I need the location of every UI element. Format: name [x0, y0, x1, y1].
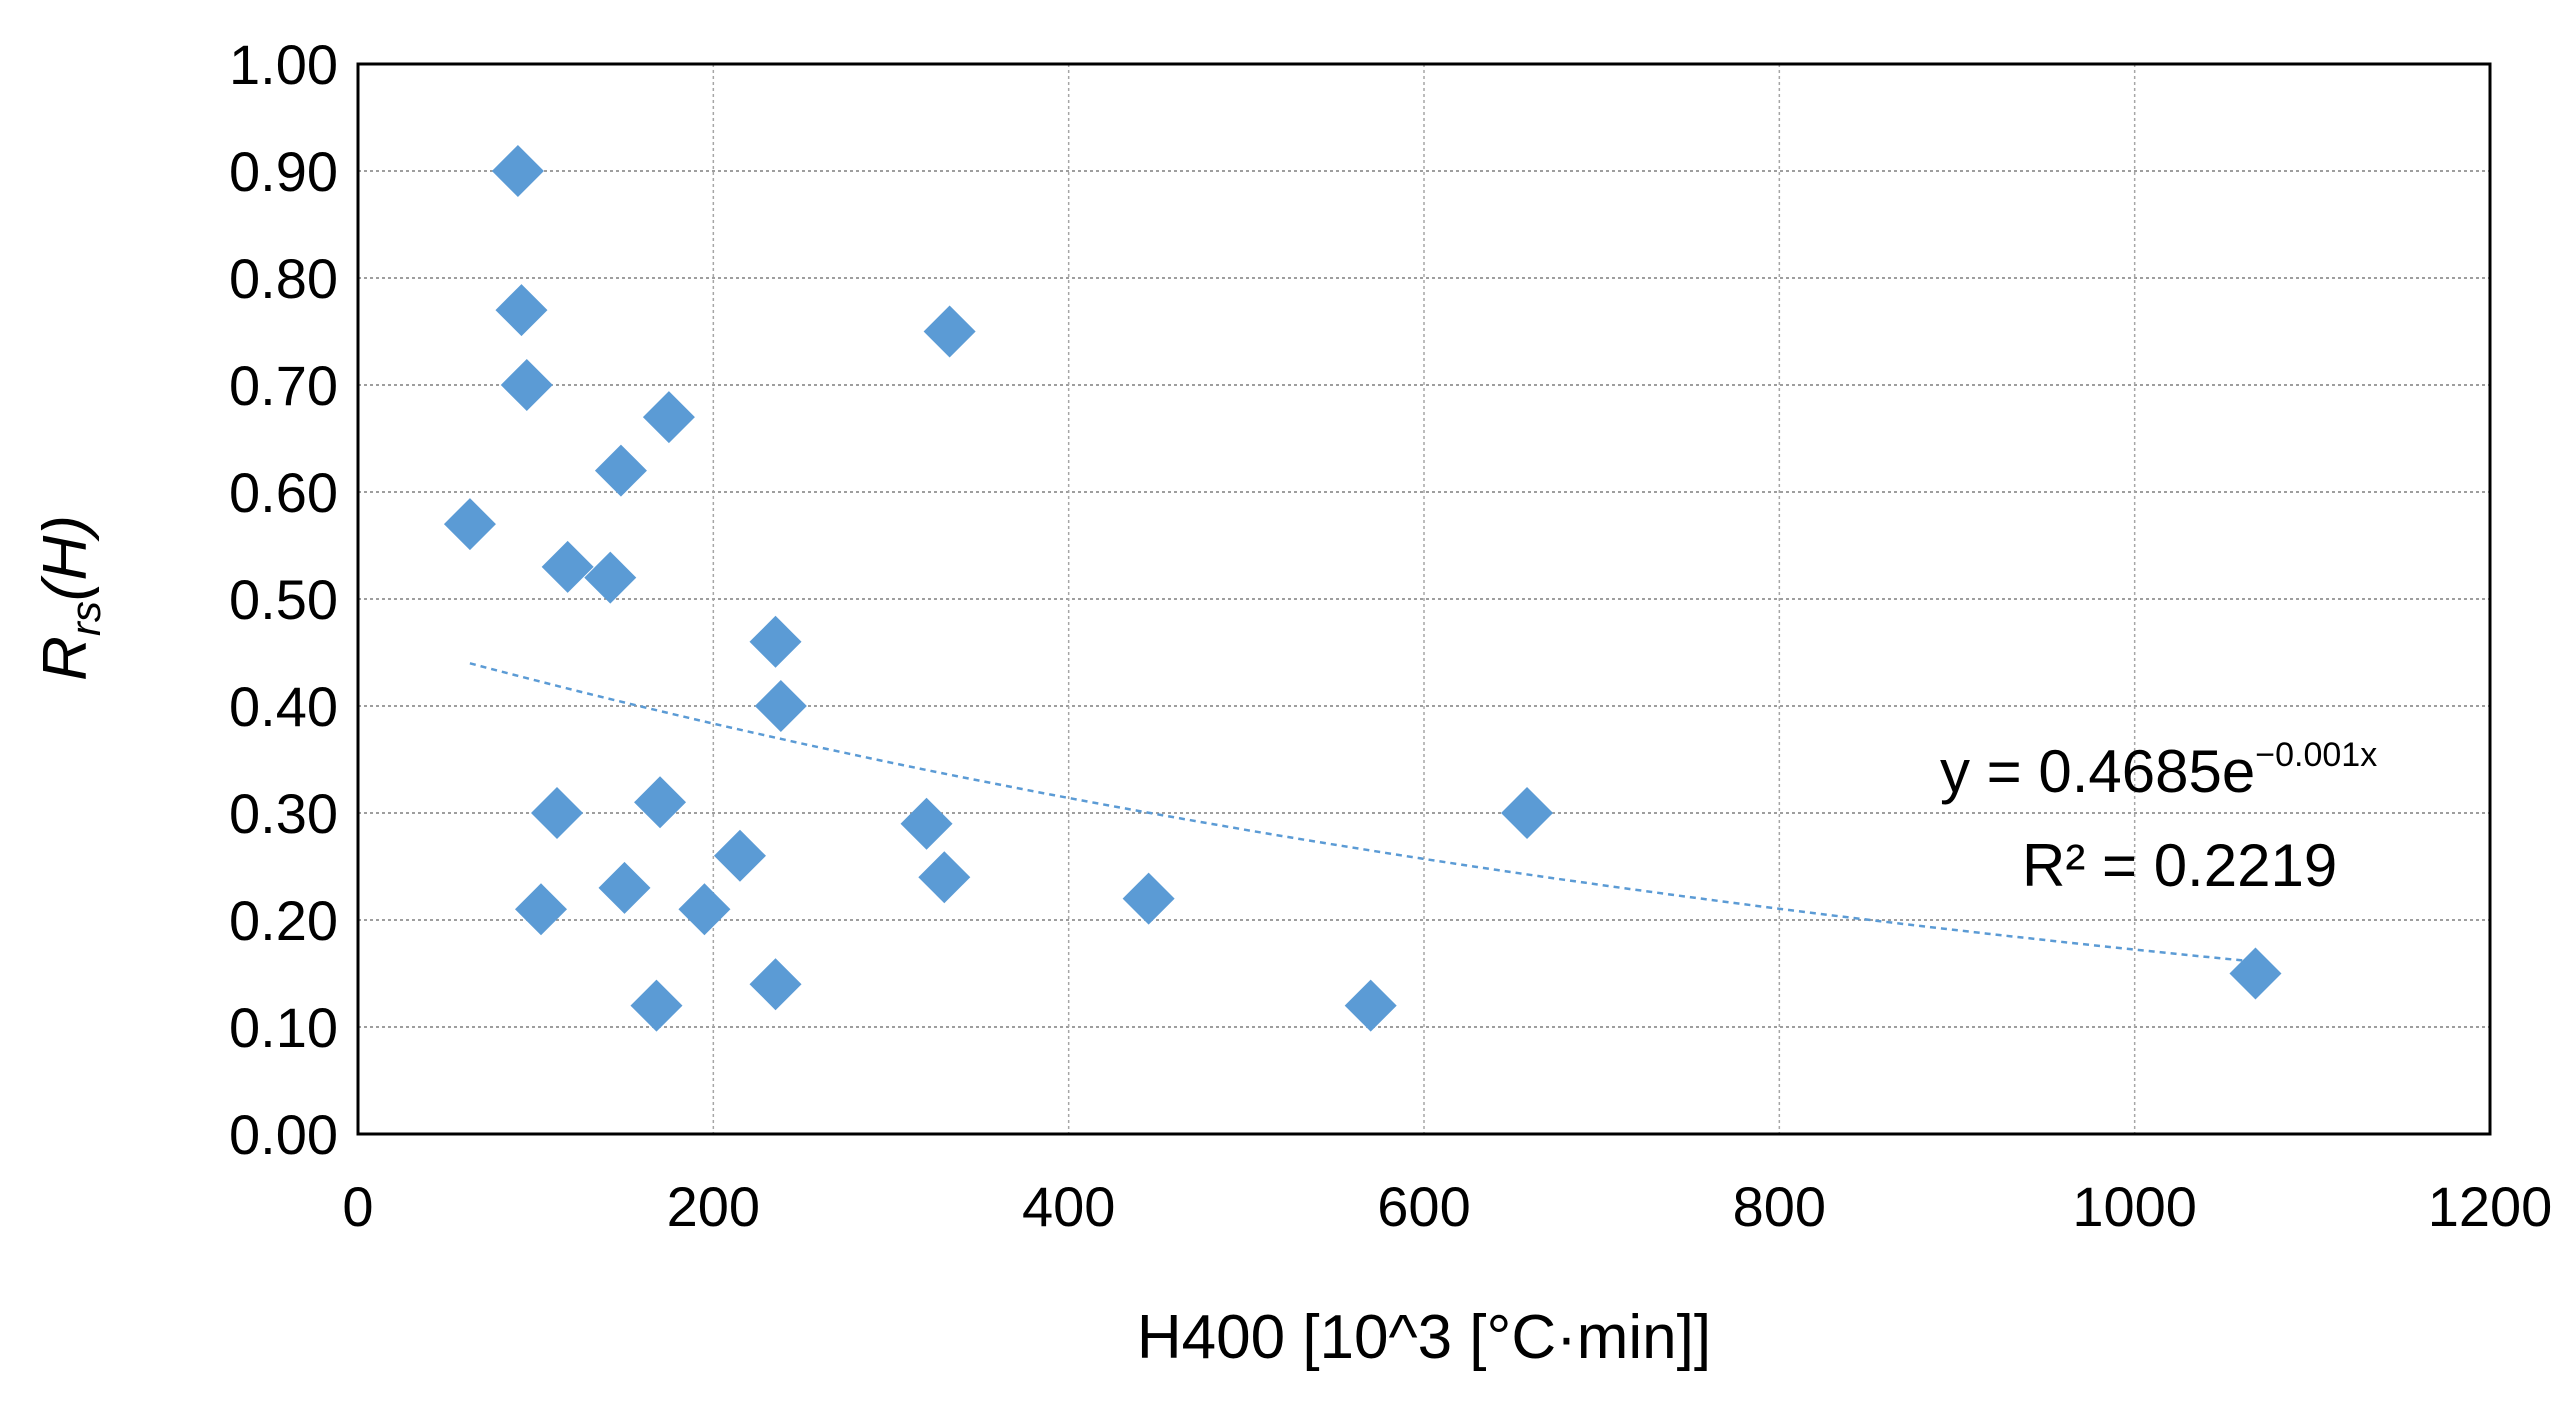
data-point [1501, 787, 1554, 839]
data-point [918, 851, 971, 904]
data-point [541, 540, 594, 593]
y-tick-labels: 0.00 0.10 0.20 0.30 0.40 0.50 0.60 0.70 0.80 0.90… [229, 33, 338, 1166]
data-point [630, 979, 683, 1032]
data-point [749, 958, 802, 1011]
data-point [594, 444, 647, 497]
data-point [678, 883, 731, 936]
trendline-equation: y = 0.4685e−0.001x [1940, 736, 2377, 805]
y-axis-title-main: R [31, 636, 100, 681]
data-point [491, 145, 544, 197]
x-axis-title: H400 [10^3 [°C·min]] [1137, 1303, 1711, 1372]
plot-area-frame [356, 62, 2492, 1136]
y-tick-label: 1.00 [229, 33, 338, 96]
data-point [713, 829, 766, 882]
data-point [1344, 979, 1397, 1032]
x-tick-label: 400 [1022, 1175, 1115, 1238]
data-point [642, 391, 695, 444]
x-tick-label: 0 [342, 1175, 373, 1238]
x-tick-label: 800 [1733, 1175, 1826, 1238]
y-axis-title-subscript: rs [62, 601, 109, 636]
y-tick-label: 0.40 [229, 675, 338, 738]
data-point [514, 883, 567, 936]
data-point [584, 551, 637, 604]
trendline-r-squared: R² = 0.2219 [2022, 832, 2337, 899]
y-tick-label: 0.90 [229, 140, 338, 203]
y-tick-label: 0.30 [229, 782, 338, 845]
x-tick-label: 1200 [2428, 1175, 2553, 1238]
grid-layer [358, 64, 2490, 1134]
data-point [1122, 872, 1175, 925]
data-point [2229, 947, 2282, 1000]
data-point [500, 359, 553, 411]
y-tick-label: 0.60 [229, 461, 338, 524]
y-tick-label: 0.20 [229, 889, 338, 952]
data-point [754, 680, 807, 732]
points-layer [443, 145, 2282, 1032]
data-point [749, 615, 802, 668]
data-point [598, 861, 651, 914]
y-axis-title: Rrs(H) [31, 515, 109, 681]
data-point [923, 305, 976, 358]
trendline-equation-exponent: −0.001x [2255, 736, 2377, 774]
y-axis-title-suffix: (H) [31, 515, 100, 601]
data-point [530, 787, 583, 839]
y-tick-label: 0.80 [229, 247, 338, 310]
data-point [443, 498, 496, 551]
data-point [900, 797, 953, 850]
x-tick-labels: 0 200 400 600 800 1000 1200 [342, 1175, 2552, 1238]
data-point [495, 284, 548, 337]
y-tick-label: 0.00 [229, 1103, 338, 1166]
y-tick-label: 0.50 [229, 568, 338, 631]
x-tick-label: 200 [667, 1175, 760, 1238]
y-tick-label: 0.70 [229, 354, 338, 417]
x-tick-label: 600 [1377, 1175, 1470, 1238]
trendline-equation-base: y = 0.4685e [1940, 738, 2255, 805]
y-tick-label: 0.10 [229, 996, 338, 1059]
data-point [634, 776, 687, 829]
x-tick-label: 1000 [2072, 1175, 2197, 1238]
